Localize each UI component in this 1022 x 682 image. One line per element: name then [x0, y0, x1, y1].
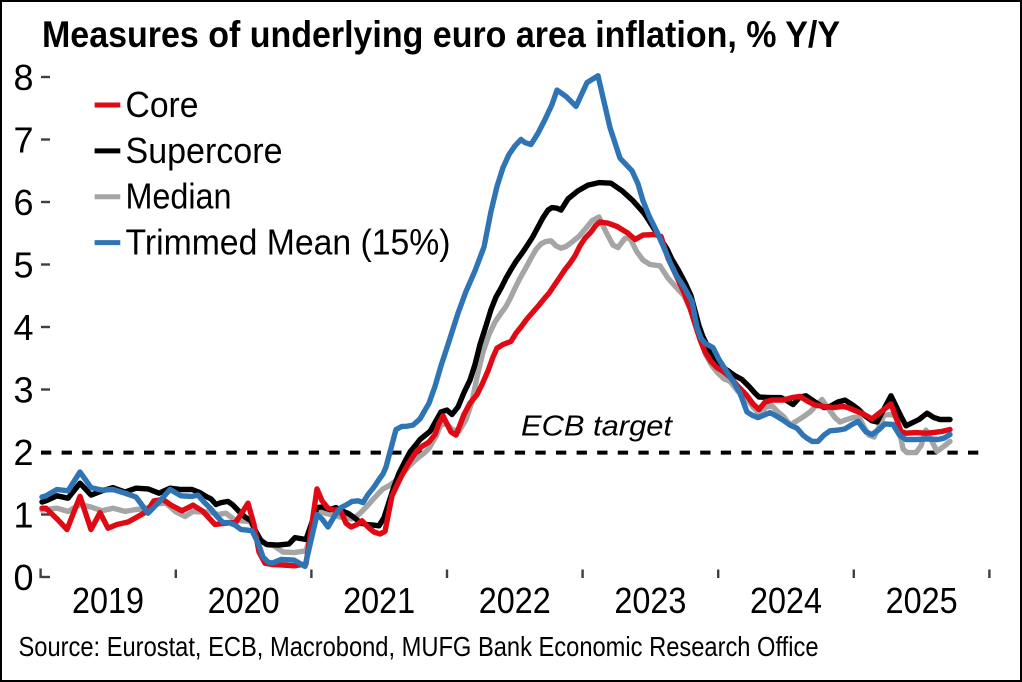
svg-text:7: 7: [13, 120, 33, 161]
svg-text:2022: 2022: [479, 580, 551, 621]
svg-text:2: 2: [13, 432, 33, 473]
svg-text:3: 3: [13, 370, 33, 411]
svg-text:5: 5: [13, 245, 33, 286]
svg-text:2021: 2021: [343, 580, 415, 621]
svg-text:0: 0: [13, 557, 33, 598]
svg-text:4: 4: [13, 307, 33, 348]
svg-text:2025: 2025: [886, 580, 958, 621]
svg-text:Trimmed Mean (15%): Trimmed Mean (15%): [126, 222, 451, 263]
svg-text:8: 8: [13, 57, 33, 98]
svg-text:1: 1: [13, 495, 33, 536]
svg-text:2024: 2024: [750, 580, 822, 621]
svg-text:Core: Core: [126, 84, 199, 125]
svg-text:2023: 2023: [614, 580, 686, 621]
svg-text:2019: 2019: [72, 580, 144, 621]
svg-text:6: 6: [13, 182, 33, 223]
svg-text:Supercore: Supercore: [126, 130, 283, 171]
svg-text:ECB target: ECB target: [521, 411, 674, 443]
svg-text:2020: 2020: [208, 580, 280, 621]
svg-text:Source: Eurostat, ECB, Macrobo: Source: Eurostat, ECB, Macrobond, MUFG B…: [19, 631, 819, 662]
svg-text:Measures of underlying euro ar: Measures of underlying euro area inflati…: [42, 14, 840, 55]
svg-text:Median: Median: [126, 176, 232, 217]
